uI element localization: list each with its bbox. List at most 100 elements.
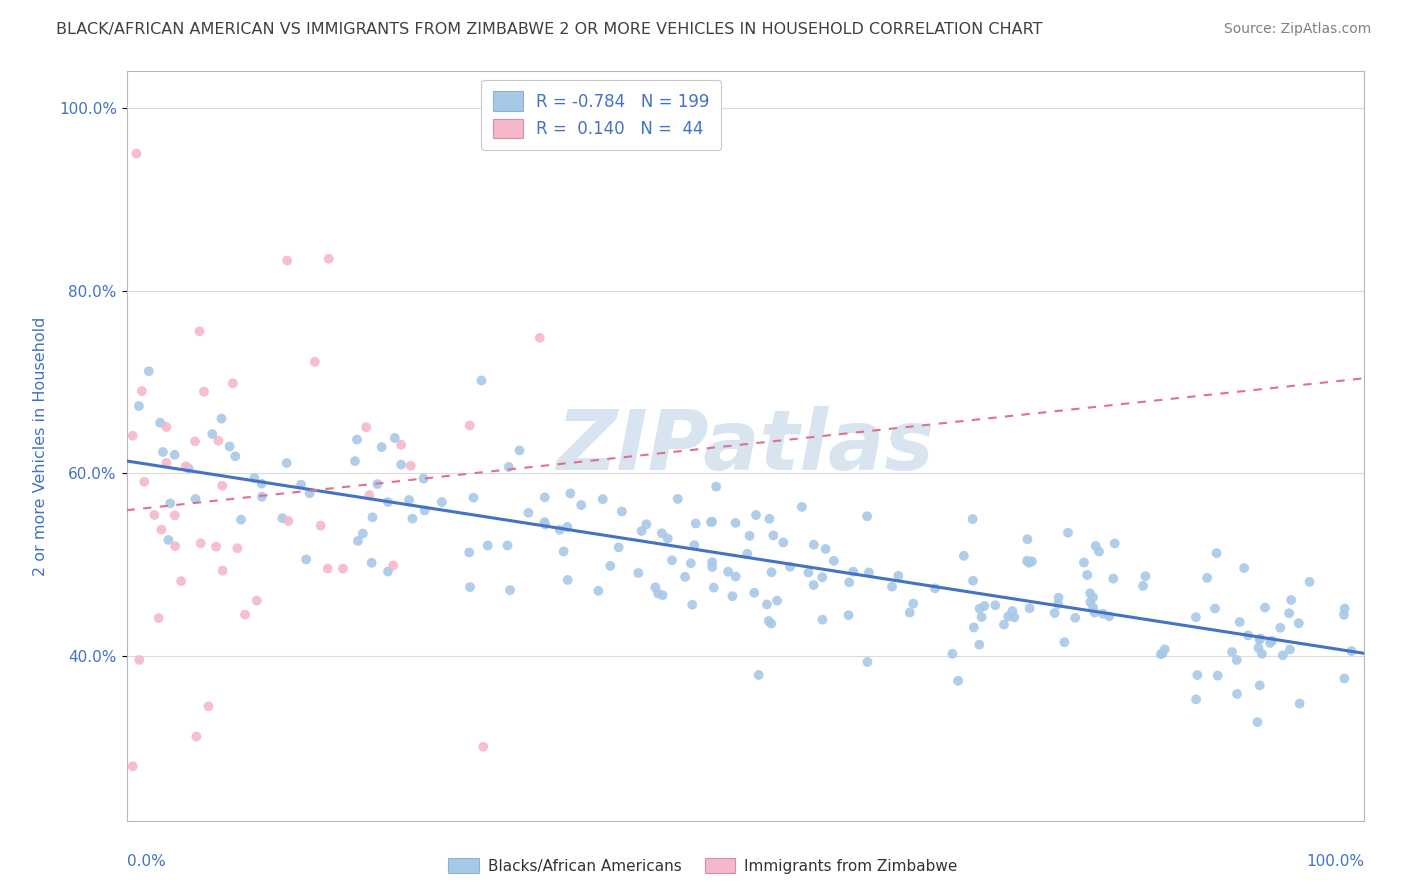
Blacks/African Americans (360, 556, 382, 570)
Immigrants from Zimbabwe (354, 420, 377, 434)
Text: 100.0%: 100.0% (1306, 855, 1364, 870)
Blacks/African Americans (758, 614, 780, 628)
Blacks/African Americans (290, 477, 312, 491)
Blacks/African Americans (657, 532, 679, 546)
Blacks/African Americans (1185, 610, 1208, 624)
Blacks/African Americans (243, 471, 266, 485)
Blacks/African Americans (517, 506, 540, 520)
Blacks/African Americans (1047, 591, 1070, 605)
Blacks/African Americans (607, 541, 630, 555)
Blacks/African Americans (1271, 648, 1294, 663)
Blacks/African Americans (1233, 561, 1256, 575)
Blacks/African Americans (630, 524, 652, 538)
Immigrants from Zimbabwe (155, 456, 177, 470)
Blacks/African Americans (636, 517, 658, 532)
Blacks/African Americans (838, 608, 860, 623)
Blacks/African Americans (1053, 635, 1076, 649)
Blacks/African Americans (1288, 697, 1310, 711)
Blacks/African Americans (1270, 621, 1292, 635)
Blacks/African Americans (700, 515, 723, 529)
Blacks/African Americans (647, 586, 669, 600)
Blacks/African Americans (458, 580, 481, 594)
Blacks/African Americans (946, 673, 969, 688)
Blacks/African Americans (666, 491, 689, 506)
Blacks/African Americans (1084, 539, 1107, 553)
Blacks/African Americans (898, 606, 921, 620)
Blacks/African Americans (384, 431, 406, 445)
Immigrants from Zimbabwe (128, 653, 150, 667)
Immigrants from Zimbabwe (155, 420, 177, 434)
Immigrants from Zimbabwe (197, 699, 219, 714)
Blacks/African Americans (700, 515, 723, 529)
Immigrants from Zimbabwe (188, 324, 211, 338)
Blacks/African Americans (651, 526, 673, 541)
Immigrants from Zimbabwe (382, 558, 405, 573)
Immigrants from Zimbabwe (125, 146, 148, 161)
Blacks/African Americans (924, 582, 946, 596)
Blacks/African Americans (766, 593, 789, 607)
Blacks/African Americans (211, 411, 233, 425)
Blacks/African Americans (1279, 593, 1302, 607)
Blacks/African Americans (742, 586, 765, 600)
Blacks/African Americans (1150, 647, 1173, 661)
Blacks/African Americans (962, 574, 984, 588)
Blacks/African Americans (389, 458, 412, 472)
Blacks/African Americans (498, 460, 520, 475)
Text: ZIPatlas: ZIPatlas (557, 406, 934, 486)
Blacks/African Americans (673, 570, 696, 584)
Blacks/African Americans (1135, 569, 1157, 583)
Blacks/African Americans (1204, 601, 1226, 615)
Blacks/African Americans (569, 498, 592, 512)
Blacks/African Americans (1001, 604, 1024, 618)
Immigrants from Zimbabwe (529, 331, 551, 345)
Blacks/African Americans (941, 647, 963, 661)
Immigrants from Zimbabwe (399, 458, 422, 473)
Blacks/African Americans (1064, 611, 1087, 625)
Blacks/African Americans (159, 496, 181, 510)
Blacks/African Americans (761, 566, 783, 580)
Blacks/African Americans (610, 504, 633, 518)
Blacks/African Americans (163, 448, 186, 462)
Blacks/African Americans (721, 589, 744, 603)
Blacks/African Americans (1249, 678, 1271, 692)
Immigrants from Zimbabwe (359, 488, 381, 502)
Immigrants from Zimbabwe (121, 759, 143, 773)
Blacks/African Americans (679, 556, 702, 570)
Blacks/African Americans (370, 440, 392, 454)
Blacks/African Americans (973, 599, 995, 613)
Blacks/African Americans (1333, 607, 1355, 622)
Blacks/African Americans (1220, 645, 1243, 659)
Blacks/African Americans (703, 581, 725, 595)
Blacks/African Americans (534, 517, 557, 532)
Blacks/African Americans (962, 512, 984, 526)
Blacks/African Americans (1247, 640, 1270, 655)
Blacks/African Americans (1073, 556, 1095, 570)
Blacks/African Americans (361, 510, 384, 524)
Blacks/African Americans (758, 512, 780, 526)
Blacks/African Americans (856, 655, 879, 669)
Blacks/African Americans (997, 609, 1019, 624)
Blacks/African Americans (823, 554, 845, 568)
Text: Source: ZipAtlas.com: Source: ZipAtlas.com (1223, 22, 1371, 37)
Blacks/African Americans (553, 544, 575, 558)
Blacks/African Americans (1152, 647, 1174, 661)
Blacks/African Americans (797, 566, 820, 580)
Blacks/African Americans (984, 598, 1007, 612)
Blacks/African Americans (557, 520, 579, 534)
Blacks/African Americans (856, 509, 879, 524)
Blacks/African Americans (779, 559, 801, 574)
Immigrants from Zimbabwe (205, 540, 228, 554)
Blacks/African Americans (627, 566, 650, 580)
Blacks/African Americans (592, 492, 614, 507)
Immigrants from Zimbabwe (318, 252, 340, 266)
Blacks/African Americans (401, 511, 423, 525)
Immigrants from Zimbabwe (193, 384, 215, 399)
Blacks/African Americans (1249, 632, 1271, 647)
Blacks/African Americans (717, 565, 740, 579)
Blacks/African Americans (1088, 544, 1111, 558)
Blacks/African Americans (218, 439, 240, 453)
Blacks/African Americans (1197, 571, 1219, 585)
Immigrants from Zimbabwe (332, 562, 354, 576)
Blacks/African Americans (184, 491, 207, 506)
Blacks/African Americans (683, 538, 706, 552)
